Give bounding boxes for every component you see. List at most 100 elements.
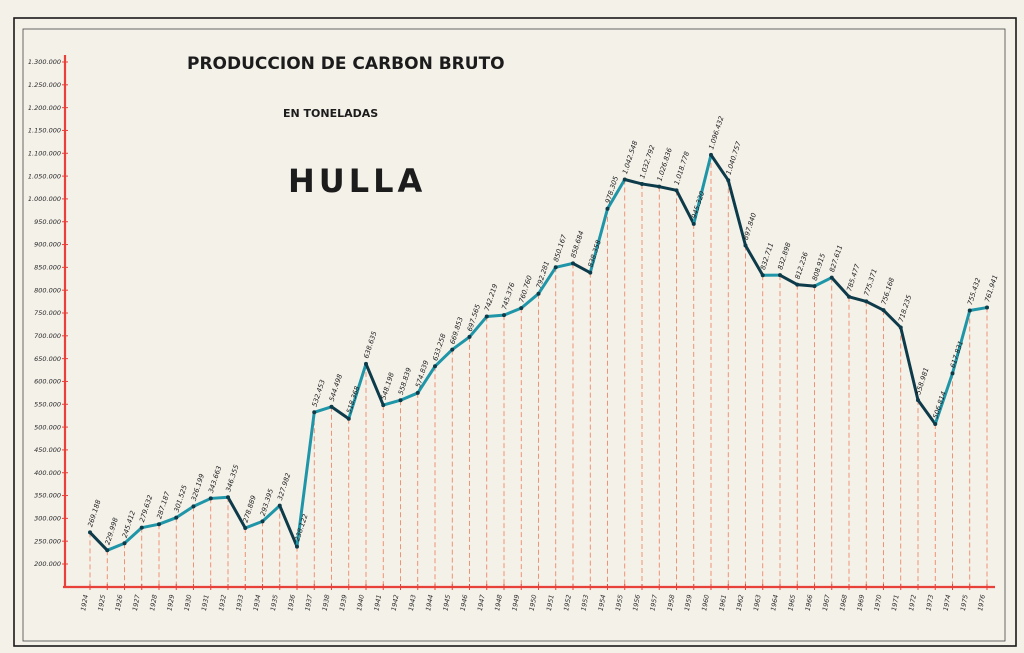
data-point	[105, 548, 109, 552]
data-label: 301.525	[173, 484, 189, 513]
data-point	[951, 371, 955, 375]
data-point	[657, 185, 661, 189]
data-point	[933, 422, 937, 426]
data-point	[675, 188, 679, 192]
data-label: 792.281	[535, 260, 551, 289]
x-tick-label: 1942	[390, 594, 401, 612]
y-tick-label: 750.000	[34, 309, 61, 317]
data-label: 326.199	[190, 473, 206, 502]
x-tick-label: 1955	[614, 594, 625, 612]
chart-heading: HULLA	[288, 162, 426, 200]
x-tick-label: 1968	[838, 594, 849, 612]
data-label: 558.981	[914, 367, 930, 396]
x-tick-label: 1947	[476, 593, 487, 612]
data-point	[278, 504, 282, 508]
y-tick-label: 350.000	[34, 492, 61, 500]
data-label: 343.663	[207, 465, 223, 494]
x-tick-label: 1945	[441, 594, 452, 612]
x-tick-label: 1951	[545, 594, 556, 612]
y-tick-label: 850.000	[34, 264, 61, 272]
x-tick-label: 1931	[200, 594, 211, 612]
data-label: 278.889	[242, 494, 258, 523]
data-point	[192, 504, 196, 508]
data-label: 1.042.548	[621, 139, 640, 175]
data-label: 832.898	[776, 241, 793, 271]
data-point	[709, 153, 713, 157]
x-tick-label: 1948	[493, 594, 504, 612]
chart-title: PRODUCCION DE CARBON BRUTO	[187, 54, 505, 74]
x-tick-label: 1956	[631, 594, 642, 612]
data-label: 279.632	[138, 494, 154, 523]
data-point	[450, 348, 454, 352]
x-tick-label: 1941	[372, 594, 383, 612]
y-tick-label: 450.000	[34, 446, 61, 454]
x-tick-label: 1969	[855, 594, 866, 612]
x-tick-label: 1976	[976, 594, 987, 612]
data-label: 775.371	[863, 268, 879, 297]
data-point	[640, 182, 644, 186]
y-tick-label: 1.100.000	[28, 149, 61, 157]
x-tick-label: 1934	[252, 594, 263, 612]
x-tick-label: 1971	[890, 594, 901, 612]
data-point	[606, 207, 610, 211]
y-tick-label: 1.200.000	[28, 104, 61, 112]
x-tick-label: 1972	[907, 594, 918, 612]
data-point	[554, 265, 558, 269]
data-label: 1.018.778	[673, 150, 692, 186]
data-label: 832.711	[759, 242, 775, 271]
data-point	[623, 177, 627, 181]
data-point	[485, 315, 489, 319]
data-point	[399, 398, 403, 402]
y-tick-label: 600.000	[34, 378, 61, 386]
y-tick-label: 950.000	[34, 218, 61, 226]
data-label: 697.565	[466, 303, 482, 332]
x-tick-label: 1946	[459, 594, 470, 612]
y-tick-label: 900.000	[34, 241, 61, 249]
data-point	[813, 284, 817, 288]
data-label: 838.358	[587, 238, 604, 268]
data-label: 858.684	[569, 230, 585, 259]
data-point	[537, 292, 541, 296]
data-point	[312, 410, 316, 414]
data-label: 742.219	[483, 283, 499, 312]
series-line-segment	[970, 308, 987, 311]
data-label: 327.982	[276, 472, 292, 501]
y-tick-label: 650.000	[34, 355, 61, 363]
y-tick-label: 1.050.000	[28, 172, 61, 180]
x-tick-label: 1938	[321, 594, 332, 612]
data-label: 1.040.757	[725, 140, 744, 176]
x-tick-label: 1957	[648, 593, 659, 612]
data-label: 808.915	[811, 253, 827, 282]
series-line-segment	[228, 497, 245, 528]
y-tick-label: 700.000	[34, 332, 61, 340]
data-label: 287.187	[155, 490, 172, 520]
x-tick-label: 1954	[597, 594, 608, 612]
x-tick-label: 1935	[269, 594, 280, 612]
data-label: 897.840	[742, 212, 758, 241]
data-label: 548.198	[380, 371, 397, 401]
data-point	[744, 244, 748, 248]
series-line-segment	[642, 184, 659, 187]
data-point	[123, 541, 127, 545]
y-tick-label: 1.300.000	[28, 58, 61, 66]
y-tick-label: 300.000	[34, 515, 61, 523]
y-tick-label: 550.000	[34, 400, 61, 408]
data-label: 761.941	[983, 274, 999, 303]
x-tick-label: 1953	[579, 594, 590, 612]
data-point	[381, 403, 385, 407]
x-tick-label: 1943	[407, 594, 418, 612]
data-point	[226, 495, 230, 499]
data-label: 850.167	[552, 233, 569, 263]
data-point	[433, 364, 437, 368]
y-tick-label: 1.000.000	[28, 195, 61, 203]
data-point	[847, 295, 851, 299]
data-label: 558.839	[397, 367, 413, 396]
x-tick-label: 1926	[114, 594, 125, 612]
data-point	[174, 516, 178, 520]
series-line-segment	[746, 246, 763, 276]
data-point	[330, 405, 334, 409]
data-point	[830, 276, 834, 280]
